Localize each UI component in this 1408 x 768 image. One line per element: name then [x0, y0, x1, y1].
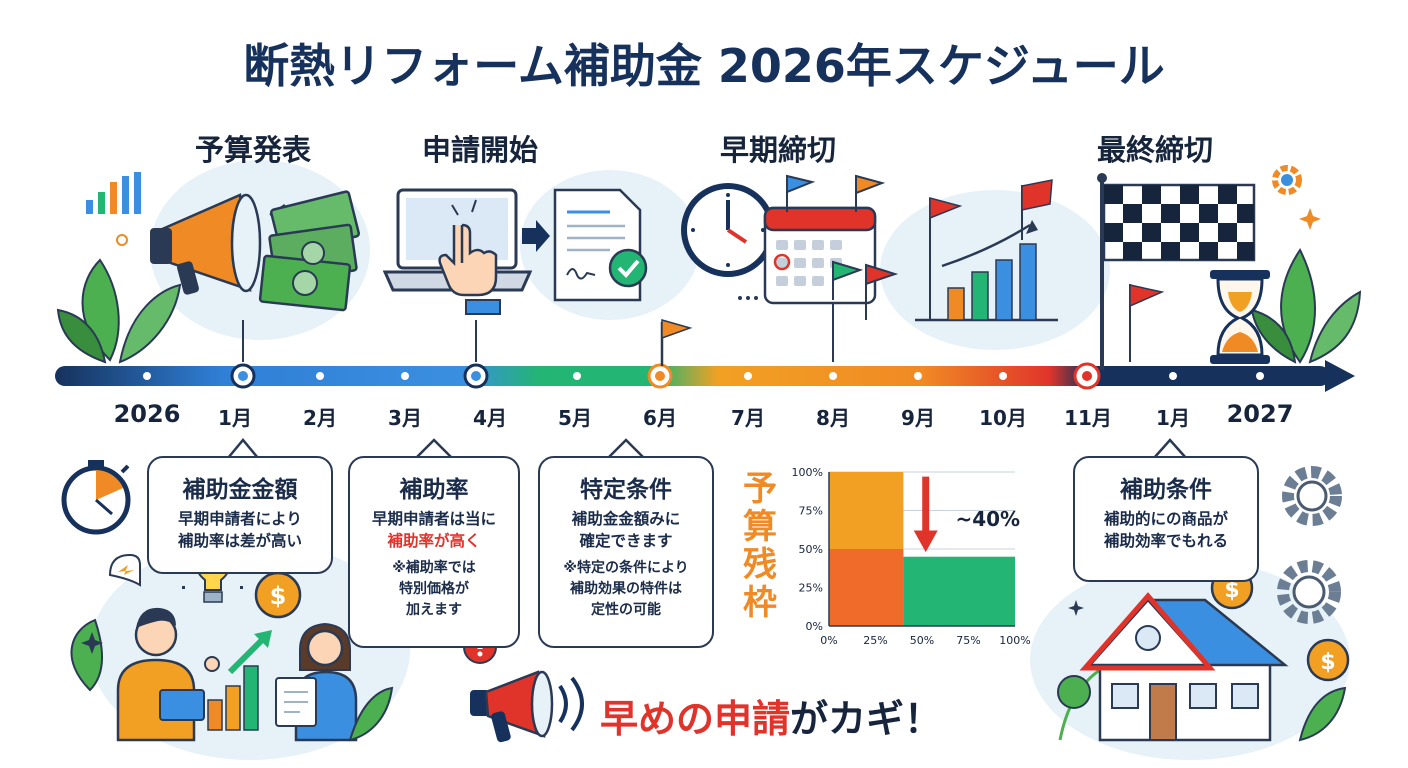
laptop-icon	[382, 188, 533, 315]
card-title: 補助率	[399, 477, 469, 503]
card-line: 補助金金額みに	[571, 510, 681, 528]
card-title: 特定条件	[580, 477, 672, 503]
timeline-label-2027: 2027	[1226, 400, 1294, 428]
people-illustration: $	[70, 536, 394, 742]
card-note: 加えます	[406, 602, 462, 618]
document-icon	[553, 188, 648, 302]
timeline-bar	[55, 360, 1355, 392]
budget-area-remaining	[903, 556, 1015, 626]
phase-final-deadline: 最終締切	[1096, 133, 1213, 167]
gear-icon	[1272, 165, 1302, 195]
plant-icon	[56, 258, 182, 364]
money-icon	[258, 190, 360, 312]
timeline-dots	[143, 362, 1264, 390]
x-tick-label: 0%	[820, 634, 837, 647]
arrow-icon	[522, 220, 550, 252]
page-title: 断熱リフォーム補助金 2026年スケジュール	[243, 39, 1165, 93]
timeline-label-jun: 6月	[643, 406, 677, 430]
checkered-flag-icon	[1097, 173, 1256, 370]
budget-chart-ylabel: 予算残枠	[743, 469, 777, 623]
cta-highlight: 早めの申請	[600, 697, 791, 741]
card-line: 補助的にの商品が	[1103, 510, 1228, 528]
flag-icon	[660, 319, 693, 366]
growth-chart-icon	[915, 179, 1058, 322]
card-note: 補助効果の特件は	[570, 581, 682, 597]
card-tail	[227, 438, 1187, 459]
hourglass-icon	[1210, 270, 1270, 364]
timeline-label-oct: 10月	[979, 406, 1027, 430]
plant-icon	[1250, 248, 1362, 364]
budget-area-lower	[829, 549, 904, 626]
timeline-label-jan: 1月	[218, 406, 252, 430]
budget-area-upper	[829, 472, 904, 549]
info-card-subsidy-conditions: 補助条件 補助的にの商品が 補助効率でもれる	[1073, 456, 1259, 582]
y-tick-label: 75%	[799, 505, 823, 518]
svg-text:$: $	[270, 582, 287, 610]
timeline-label-apr: 4月	[473, 406, 507, 430]
stopwatch-icon	[61, 460, 131, 535]
timeline-label-nov: 11月	[1064, 406, 1112, 430]
x-tick-label: 25%	[863, 634, 887, 647]
timeline-label-2026: 2026	[113, 400, 181, 428]
card-title: 補助金金額	[182, 477, 298, 503]
timeline-label-jan-2: 1月	[1156, 406, 1190, 430]
annotation-arrow-head	[913, 530, 938, 553]
timeline-label-sep: 9月	[901, 406, 935, 430]
info-card-subsidy-rate: 補助率 早期申請者は当に 補助率が高く ※補助率では 特別価格が 加えます	[348, 456, 520, 648]
card-note: ※補助率では	[392, 560, 476, 576]
house-illustration: $ $	[1057, 566, 1350, 742]
x-tick-label: 75%	[956, 634, 980, 647]
phase-application-start: 申請開始	[421, 133, 538, 167]
card-note: 特別価格が	[399, 581, 469, 597]
x-tick-label: 100%	[999, 634, 1030, 647]
phase-early-deadline: 早期締切	[719, 133, 836, 167]
card-line: 補助率は差が高い	[177, 532, 302, 550]
svg-text:$: $	[1224, 578, 1239, 603]
annotation-label: ~40%	[955, 507, 1020, 531]
timeline-label-aug: 8月	[816, 406, 850, 430]
svg-text:$: $	[1320, 650, 1335, 675]
bg-blob	[880, 190, 1110, 350]
card-line: 確定できます	[579, 532, 673, 550]
card-note: ※特定の条件により	[563, 560, 689, 576]
info-card-specific-conditions: 特定条件 補助金金額みに 確定できます ※特定の条件により 補助効果の特件は 定…	[538, 456, 714, 648]
y-tick-label: 50%	[799, 543, 823, 556]
card-line: 早期申請者は当に	[371, 510, 496, 528]
phase-budget-announcement: 予算発表	[194, 133, 311, 167]
budget-remaining-chart: 0% 25% 50% 75% 100% 0% 25% 50% 75% 100% ~40%	[792, 466, 1031, 647]
y-tick-label: 100%	[792, 466, 823, 479]
timeline-label-may: 5月	[558, 406, 592, 430]
x-tick-label: 50%	[910, 634, 934, 647]
card-highlight: 補助率が高く	[387, 532, 481, 550]
card-note: 定性の可能	[591, 602, 661, 618]
y-tick-label: 0%	[806, 620, 823, 633]
gear-icon	[1277, 466, 1342, 624]
timeline-label-jul: 7月	[731, 406, 765, 430]
flag-icon	[786, 174, 899, 320]
sparkle-icon	[1299, 208, 1321, 230]
timeline-label-mar: 3月	[388, 406, 422, 430]
megaphone-icon	[470, 670, 584, 743]
cta-text: 早めの申請がカギ！	[600, 688, 942, 743]
card-line: 補助効率でもれる	[1103, 532, 1228, 550]
cta-rest: がカギ！	[790, 697, 943, 741]
y-tick-label: 25%	[799, 582, 823, 595]
clock-icon	[681, 183, 775, 277]
calendar-icon	[738, 206, 877, 305]
info-card-subsidy-amount: 補助金金額 早期申請者により 補助率は差が高い	[147, 456, 333, 574]
card-line: 早期申請者により	[178, 510, 302, 528]
bar-chart-icon	[86, 172, 141, 246]
timeline-label-feb: 2月	[303, 406, 337, 430]
card-title: 補助条件	[1120, 477, 1212, 503]
